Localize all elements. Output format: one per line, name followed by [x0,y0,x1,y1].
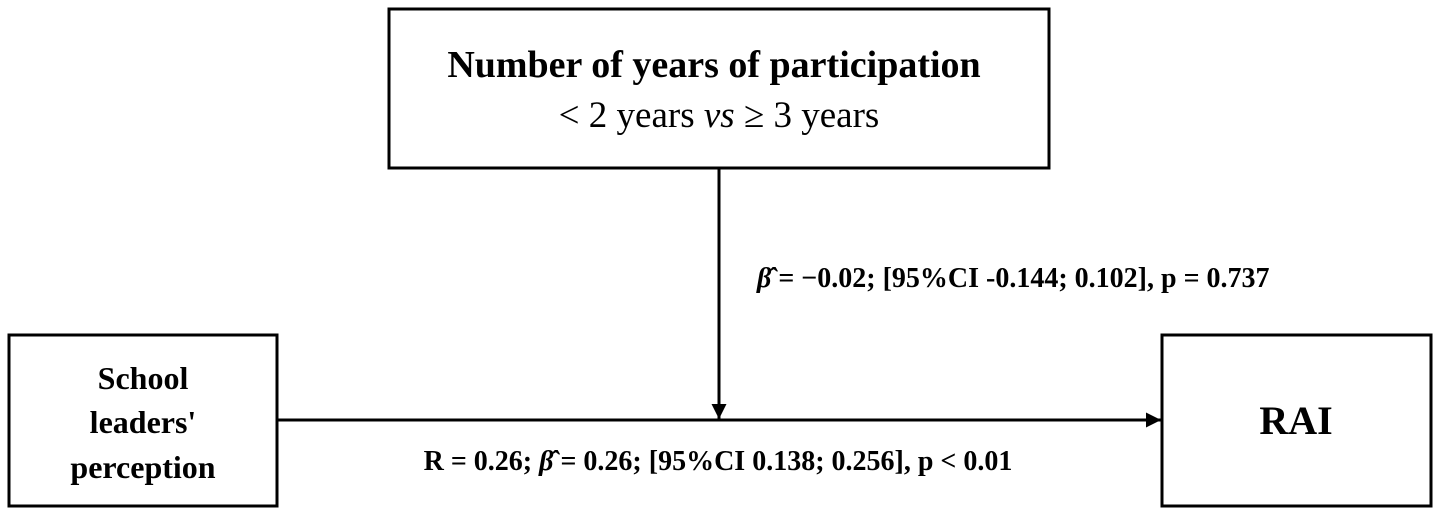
moderator-edge-label: β̂ = −0.02; [95%CI -0.144; 0.102], p = 0… [756,263,1270,294]
main-edge-label: R = 0.26; β̂ = 0.26; [95%CI 0.138; 0.256… [424,446,1013,477]
subtitle-part: ≥ 3 years [735,95,880,136]
outcome-box [1160,333,1433,508]
edge-label-part: = 0.26; [95%CI 0.138; 0.256], p < 0.01 [553,446,1012,477]
subtitle-italic: vs [704,95,735,136]
moderator-box [387,7,1051,170]
predictor-line: perception [70,449,215,485]
predictor-line: leaders' [90,404,197,440]
edge-label-part: R = 0.26; [424,446,540,477]
edge-label-part: = −0.02; [95%CI -0.144; 0.102], p = 0.73… [771,263,1269,294]
predictor-line: School [98,360,189,396]
subtitle-part: < 2 years [559,95,704,136]
outcome-label: RAI [1259,398,1332,443]
moderator-subtitle: < 2 years vs ≥ 3 years [559,95,880,136]
predictor-box [7,333,279,508]
moderator-title: Number of years of participation [447,44,980,86]
